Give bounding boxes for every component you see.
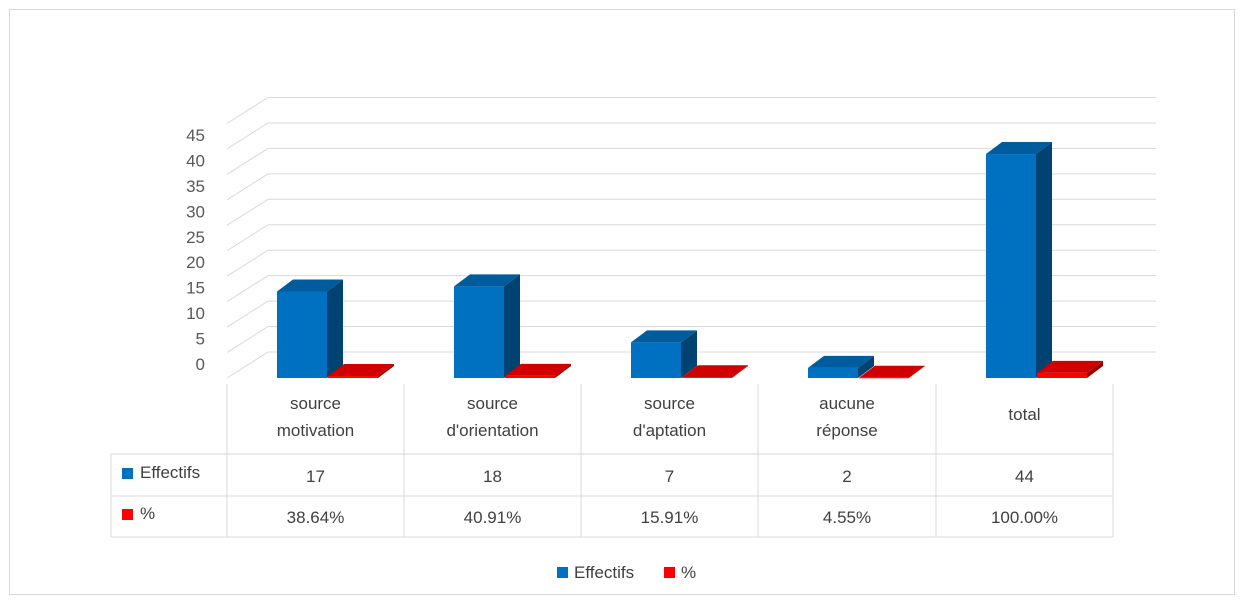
data-label-percent: 40.91% [464, 508, 522, 527]
bar-top [505, 363, 571, 376]
bar-top [328, 364, 394, 377]
gridline [226, 224, 269, 252]
y-tick-label: 20 [186, 253, 205, 272]
bar-side [909, 365, 925, 378]
gridline [226, 122, 269, 150]
legend-label-percent: % [681, 563, 696, 582]
bar-percent [328, 364, 394, 378]
bar-effectifs [986, 142, 1052, 378]
y-tick-label: 0 [196, 355, 205, 374]
bar-side [327, 279, 343, 378]
y-tick-label: 5 [196, 330, 205, 349]
floor-edge [226, 351, 269, 379]
category-label: d'aptation [633, 421, 706, 440]
gridline [226, 173, 269, 201]
gridline [226, 97, 269, 124]
category-label: source [644, 394, 695, 413]
bar-front [1037, 372, 1087, 378]
y-tick-label: 15 [186, 279, 205, 298]
bar-effectifs [277, 279, 343, 378]
category-label: source [290, 394, 341, 413]
y-tick-label: 35 [186, 177, 205, 196]
y-tick-label: 10 [186, 304, 205, 323]
legend-marker-percent [664, 567, 675, 578]
bar-top [859, 365, 925, 378]
legend-label-effectifs: Effectifs [574, 563, 634, 582]
category-label: source [467, 394, 518, 413]
bar-percent [1037, 360, 1103, 378]
category-label: total [1008, 405, 1040, 424]
data-label-effectifs: 7 [665, 467, 674, 486]
bar-front [454, 286, 504, 378]
category-label: aucune [819, 394, 875, 413]
bar-top [808, 355, 874, 368]
data-label-effectifs: 17 [306, 467, 325, 486]
gridline [226, 147, 269, 175]
bar-front [808, 367, 858, 378]
y-tick-label: 45 [186, 126, 205, 145]
row-header-percent: % [140, 504, 155, 523]
legend-key-effectifs [122, 468, 133, 479]
y-tick-label: 40 [186, 151, 205, 170]
bar-front [277, 291, 327, 378]
data-label-percent: 100.00% [991, 508, 1058, 527]
bar-side [1036, 142, 1052, 378]
bar-top [631, 330, 697, 343]
bar-top [986, 142, 1052, 155]
bar-side [378, 364, 394, 378]
bar-top [682, 365, 748, 378]
bar-percent [859, 365, 925, 379]
bar-side [504, 274, 520, 378]
data-label-percent: 4.55% [823, 508, 871, 527]
gridline [226, 300, 269, 328]
data-label-effectifs: 18 [483, 467, 502, 486]
legend-marker-effectifs [557, 567, 568, 578]
category-label: d'orientation [446, 421, 538, 440]
bars [277, 142, 1103, 379]
bar-side [1087, 360, 1103, 378]
bar-front [328, 376, 378, 378]
bar-side [858, 355, 874, 378]
legend: Effectifs% [557, 563, 696, 582]
y-tick-label: 25 [186, 228, 205, 247]
y-axis-ticks: 0 5 10 15 20 25 30 35 40 45 [186, 126, 205, 374]
legend-key-percent [122, 509, 133, 520]
y-tick-label: 30 [186, 202, 205, 221]
bar-front [631, 342, 681, 378]
bar-front [682, 377, 732, 378]
bar-front [986, 154, 1036, 378]
bar-percent [682, 365, 748, 378]
bar-percent [505, 363, 571, 378]
row-header-effectifs: Effectifs [140, 463, 200, 482]
data-label-percent: 38.64% [287, 508, 345, 527]
gridline [226, 249, 269, 277]
bar-effectifs [808, 355, 874, 378]
bar-side [732, 365, 748, 378]
bar-side [681, 330, 697, 378]
gridline [226, 275, 269, 303]
gridline [226, 326, 269, 353]
data-label-effectifs: 44 [1015, 467, 1034, 486]
bar-top [277, 279, 343, 292]
bar-front [505, 375, 555, 378]
bar-effectifs [454, 274, 520, 378]
bar-top [454, 274, 520, 287]
bar-effectifs [631, 330, 697, 378]
data-label-effectifs: 2 [842, 467, 851, 486]
category-label: motivation [277, 421, 354, 440]
data-label-percent: 15.91% [641, 508, 699, 527]
category-label: réponse [816, 421, 877, 440]
bar-side [555, 363, 571, 378]
gridline [226, 198, 269, 226]
bar-front [859, 377, 909, 379]
bar-top [1037, 360, 1103, 373]
data-table: source motivation 17 38.64% source d'orientat… [110, 384, 1114, 538]
